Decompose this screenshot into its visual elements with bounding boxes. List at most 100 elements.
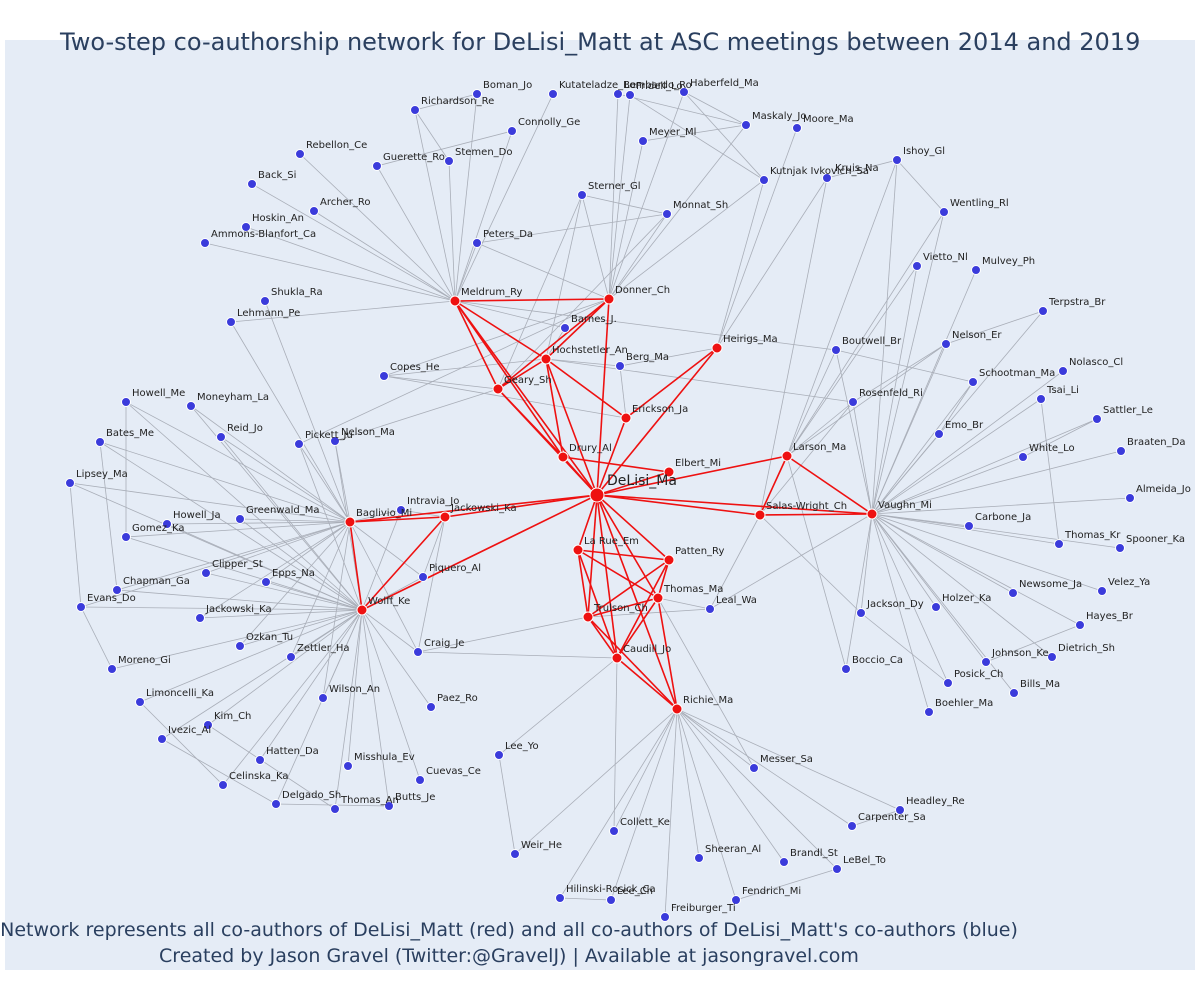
author-node[interactable]: [779, 857, 789, 867]
author-node[interactable]: [1092, 414, 1102, 424]
author-node[interactable]: [662, 209, 672, 219]
author-node[interactable]: [1054, 539, 1064, 549]
author-node[interactable]: [866, 508, 878, 520]
author-node[interactable]: [832, 864, 842, 874]
author-node[interactable]: [418, 572, 428, 582]
author-node[interactable]: [372, 161, 382, 171]
author-node[interactable]: [611, 652, 623, 664]
author-node[interactable]: [625, 90, 635, 100]
author-node[interactable]: [848, 397, 858, 407]
author-node[interactable]: [413, 647, 423, 657]
author-node[interactable]: [507, 126, 517, 136]
author-node[interactable]: [792, 123, 802, 133]
author-node[interactable]: [330, 436, 340, 446]
author-node[interactable]: [638, 136, 648, 146]
author-node[interactable]: [1038, 306, 1048, 316]
author-node[interactable]: [343, 761, 353, 771]
author-node[interactable]: [439, 511, 451, 523]
author-node[interactable]: [943, 678, 953, 688]
author-node[interactable]: [294, 439, 304, 449]
author-node[interactable]: [295, 149, 305, 159]
author-node[interactable]: [494, 750, 504, 760]
author-node[interactable]: [112, 585, 122, 595]
author-node[interactable]: [749, 763, 759, 773]
author-node[interactable]: [663, 554, 675, 566]
author-node[interactable]: [135, 697, 145, 707]
author-node[interactable]: [226, 317, 236, 327]
author-node[interactable]: [660, 912, 670, 922]
author-node[interactable]: [76, 602, 86, 612]
author-node[interactable]: [582, 611, 594, 623]
author-node[interactable]: [694, 853, 704, 863]
author-node[interactable]: [892, 155, 902, 165]
author-node[interactable]: [609, 826, 619, 836]
author-node[interactable]: [186, 401, 196, 411]
author-node[interactable]: [444, 156, 454, 166]
author-node[interactable]: [652, 592, 664, 604]
author-node[interactable]: [981, 657, 991, 667]
author-node[interactable]: [603, 293, 615, 305]
author-node[interactable]: [356, 604, 368, 616]
author-node[interactable]: [1036, 394, 1046, 404]
author-node[interactable]: [121, 532, 131, 542]
author-node[interactable]: [831, 345, 841, 355]
author-node[interactable]: [895, 805, 905, 815]
author-node[interactable]: [260, 296, 270, 306]
author-node[interactable]: [964, 521, 974, 531]
author-node[interactable]: [318, 693, 328, 703]
author-node[interactable]: [1009, 688, 1019, 698]
author-node[interactable]: [912, 261, 922, 271]
author-node[interactable]: [492, 383, 504, 395]
author-node[interactable]: [663, 466, 675, 478]
author-node[interactable]: [449, 295, 461, 307]
author-node[interactable]: [555, 893, 565, 903]
author-node[interactable]: [255, 755, 265, 765]
author-node[interactable]: [934, 429, 944, 439]
focal-author-node[interactable]: [589, 487, 605, 503]
author-node[interactable]: [396, 505, 406, 515]
author-node[interactable]: [711, 342, 723, 354]
author-node[interactable]: [200, 238, 210, 248]
author-node[interactable]: [856, 608, 866, 618]
author-node[interactable]: [201, 568, 211, 578]
author-node[interactable]: [261, 577, 271, 587]
author-node[interactable]: [241, 222, 251, 232]
author-node[interactable]: [426, 702, 436, 712]
author-node[interactable]: [971, 265, 981, 275]
author-node[interactable]: [309, 206, 319, 216]
author-node[interactable]: [754, 509, 766, 521]
author-node[interactable]: [1115, 543, 1125, 553]
author-node[interactable]: [1047, 652, 1057, 662]
author-node[interactable]: [1116, 446, 1126, 456]
author-node[interactable]: [203, 720, 213, 730]
author-node[interactable]: [384, 801, 394, 811]
author-node[interactable]: [415, 775, 425, 785]
author-node[interactable]: [410, 105, 420, 115]
author-node[interactable]: [65, 478, 75, 488]
author-node[interactable]: [1018, 452, 1028, 462]
author-node[interactable]: [216, 432, 226, 442]
author-node[interactable]: [271, 799, 281, 809]
author-node[interactable]: [606, 895, 616, 905]
author-node[interactable]: [572, 544, 584, 556]
author-node[interactable]: [1058, 366, 1068, 376]
author-node[interactable]: [548, 89, 558, 99]
author-node[interactable]: [615, 361, 625, 371]
author-node[interactable]: [731, 895, 741, 905]
author-node[interactable]: [235, 641, 245, 651]
author-node[interactable]: [577, 190, 587, 200]
author-node[interactable]: [841, 664, 851, 674]
author-node[interactable]: [613, 89, 623, 99]
author-node[interactable]: [247, 179, 257, 189]
author-node[interactable]: [1008, 588, 1018, 598]
author-node[interactable]: [671, 703, 683, 715]
author-node[interactable]: [510, 849, 520, 859]
author-node[interactable]: [781, 450, 793, 462]
author-node[interactable]: [1097, 586, 1107, 596]
author-node[interactable]: [931, 602, 941, 612]
author-node[interactable]: [939, 207, 949, 217]
author-node[interactable]: [679, 87, 689, 97]
author-node[interactable]: [540, 353, 552, 365]
author-node[interactable]: [759, 175, 769, 185]
